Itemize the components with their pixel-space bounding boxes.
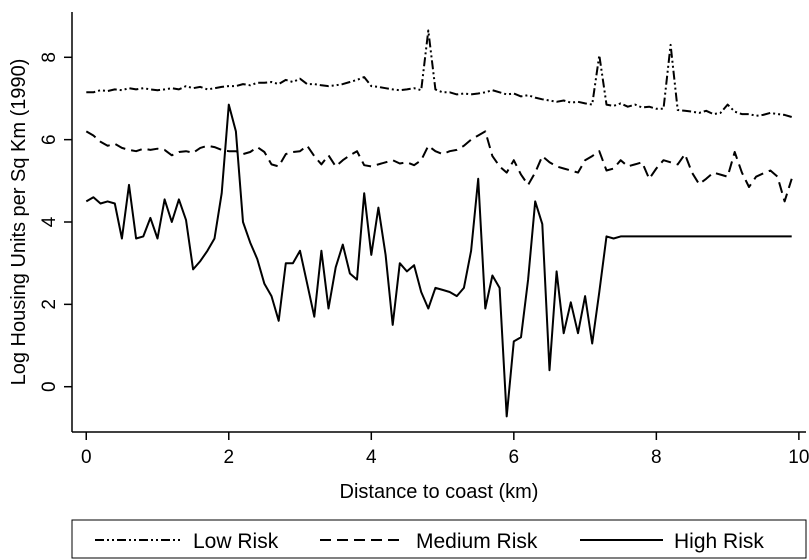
y-axis-title: Log Housing Units per Sq Km (1990): [8, 59, 30, 386]
legend: Low Risk Medium Risk High Risk: [71, 519, 807, 559]
plot-frame: [71, 12, 806, 433]
y-tick-label: 0: [39, 381, 60, 392]
x-tick-label: 2: [223, 447, 234, 468]
legend-box: [71, 519, 807, 559]
y-axis: 0 2 4 6 8: [39, 52, 72, 392]
series-layer: [85, 29, 793, 418]
legend-label: Medium Risk: [416, 530, 538, 553]
x-tick-label: 10: [788, 447, 809, 468]
x-tick-label: 4: [366, 447, 377, 468]
series-line-low-risk: [86, 29, 792, 118]
y-tick-label: 2: [39, 299, 60, 310]
y-tick-label: 8: [39, 52, 60, 63]
legend-label: High Risk: [674, 530, 764, 553]
x-axis-title: Distance to coast (km): [340, 481, 539, 503]
legend-items: Low Risk Medium Risk High Risk: [95, 530, 764, 553]
x-tick-label: 0: [81, 447, 92, 468]
x-tick-label: 8: [651, 447, 662, 468]
series-line-medium-risk: [85, 130, 793, 203]
y-tick-label: 4: [39, 216, 60, 227]
y-tick-label: 6: [39, 134, 60, 145]
x-tick-label: 6: [509, 447, 520, 468]
legend-label: Low Risk: [193, 530, 279, 553]
series-line-high-risk: [85, 103, 792, 418]
x-axis: 0 2 4 6 8 10: [81, 432, 809, 468]
